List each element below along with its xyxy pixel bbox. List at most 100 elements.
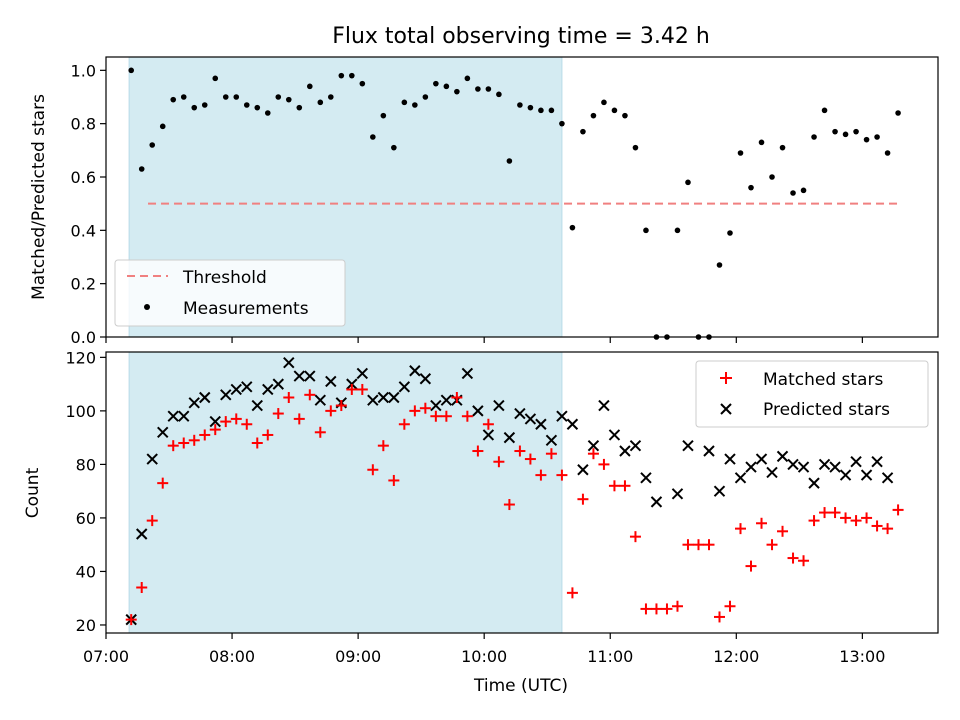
predicted-point — [241, 381, 253, 393]
predicted-point — [419, 373, 432, 385]
bottom-legend: Matched stars Predicted stars — [695, 360, 929, 428]
matched-point — [577, 493, 589, 505]
measurement-point — [769, 174, 775, 180]
predicted-point — [409, 365, 421, 377]
matched-point — [777, 525, 789, 537]
predicted-point — [461, 367, 474, 380]
y-tick-label: 0.0 — [71, 328, 96, 347]
matched-point — [882, 523, 894, 535]
predicted-point — [356, 367, 369, 380]
measurement-point — [359, 80, 366, 87]
measurement-point — [716, 262, 723, 268]
matched-point — [419, 402, 431, 414]
matched-point — [798, 555, 810, 567]
matched-point — [787, 552, 799, 564]
predicted-point — [199, 391, 211, 404]
predicted-point — [787, 458, 799, 471]
measurement-point — [264, 110, 271, 116]
matched-point — [377, 440, 389, 452]
predicted-point — [734, 472, 747, 484]
matched-point — [367, 464, 379, 476]
x-tick-label: 13:00 — [839, 647, 885, 666]
measurement-point — [180, 94, 187, 100]
predicted-point — [766, 466, 778, 479]
predicted-point — [167, 410, 179, 422]
predicted-point — [482, 429, 495, 441]
matched-point — [892, 504, 904, 516]
y-tick-label: 100 — [65, 402, 96, 421]
y-tick-label: 0.6 — [71, 168, 96, 187]
measurement-point — [149, 142, 156, 148]
predicted-point — [209, 415, 221, 428]
measurement-point — [191, 104, 198, 111]
measurement-point — [496, 91, 502, 98]
top-y-axis-label: Matched/Predicted stars — [29, 94, 49, 300]
predicted-point — [157, 426, 169, 438]
legend-matched-label: Matched stars — [763, 370, 883, 390]
matched-point — [136, 582, 148, 594]
predicted-point — [493, 399, 505, 412]
predicted-point — [703, 445, 715, 457]
measurement-point — [790, 190, 796, 196]
matched-point — [619, 480, 631, 492]
predicted-point — [377, 391, 390, 404]
predicted-point — [524, 413, 537, 425]
bottom-legend-box — [695, 360, 929, 428]
matched-point — [398, 418, 410, 430]
measurement-point — [737, 150, 744, 156]
measurement-point — [338, 72, 345, 79]
matched-point — [451, 391, 463, 403]
measurement-point — [380, 112, 387, 119]
predicted-point — [566, 418, 579, 430]
predicted-point — [860, 469, 873, 481]
matched-point — [325, 405, 337, 417]
matched-point — [682, 539, 694, 551]
predicted-point — [755, 453, 768, 465]
top-panel: 0.0 0.2 0.4 0.6 0.8 1.0 Matched/Predicted sta… — [29, 56, 939, 347]
predicted-point — [808, 477, 820, 489]
y-tick-label: 40 — [76, 562, 96, 581]
matched-point — [735, 523, 747, 535]
measurement-point — [590, 112, 597, 119]
predicted-point — [724, 453, 736, 465]
matched-point — [272, 408, 284, 420]
predicted-point — [188, 397, 200, 409]
measurement-point — [349, 72, 355, 79]
matched-point — [440, 410, 452, 422]
matched-point — [388, 474, 400, 486]
predicted-point — [839, 469, 852, 481]
predicted-point — [136, 528, 148, 540]
measurement-point — [485, 86, 492, 92]
matched-point — [251, 437, 263, 449]
measurement-point — [559, 120, 565, 127]
x-axis-label: Time (UTC) — [473, 676, 568, 696]
predicted-point — [829, 461, 841, 473]
measurement-point — [779, 144, 786, 151]
bottom-panel: 20 40 60 80 100 120 07:00 08:00 09:00 10:00 11:00… — [23, 348, 939, 696]
predicted-point — [545, 434, 558, 447]
predicted-point — [776, 450, 789, 463]
matched-point — [566, 587, 578, 599]
measurement-point — [748, 184, 754, 191]
y-tick-label: 0.2 — [71, 275, 96, 294]
matched-point — [829, 507, 841, 519]
matched-point — [346, 383, 358, 395]
predicted-point — [440, 394, 453, 406]
measurement-point — [170, 96, 177, 103]
matched-point — [524, 453, 536, 465]
measurement-point — [884, 150, 891, 156]
measurement-point — [832, 128, 838, 135]
predicted-point — [797, 461, 810, 473]
measurement-point — [306, 83, 313, 90]
matched-point — [482, 418, 494, 430]
measurement-point — [222, 94, 229, 100]
measurement-point — [800, 187, 807, 194]
measurement-point — [328, 94, 334, 100]
predicted-point — [650, 496, 663, 508]
matched-point — [335, 400, 347, 412]
measurement-point — [412, 102, 418, 108]
predicted-point — [587, 439, 600, 452]
measurement-point — [464, 75, 471, 82]
matched-point — [724, 600, 736, 612]
measurement-point — [128, 67, 135, 74]
